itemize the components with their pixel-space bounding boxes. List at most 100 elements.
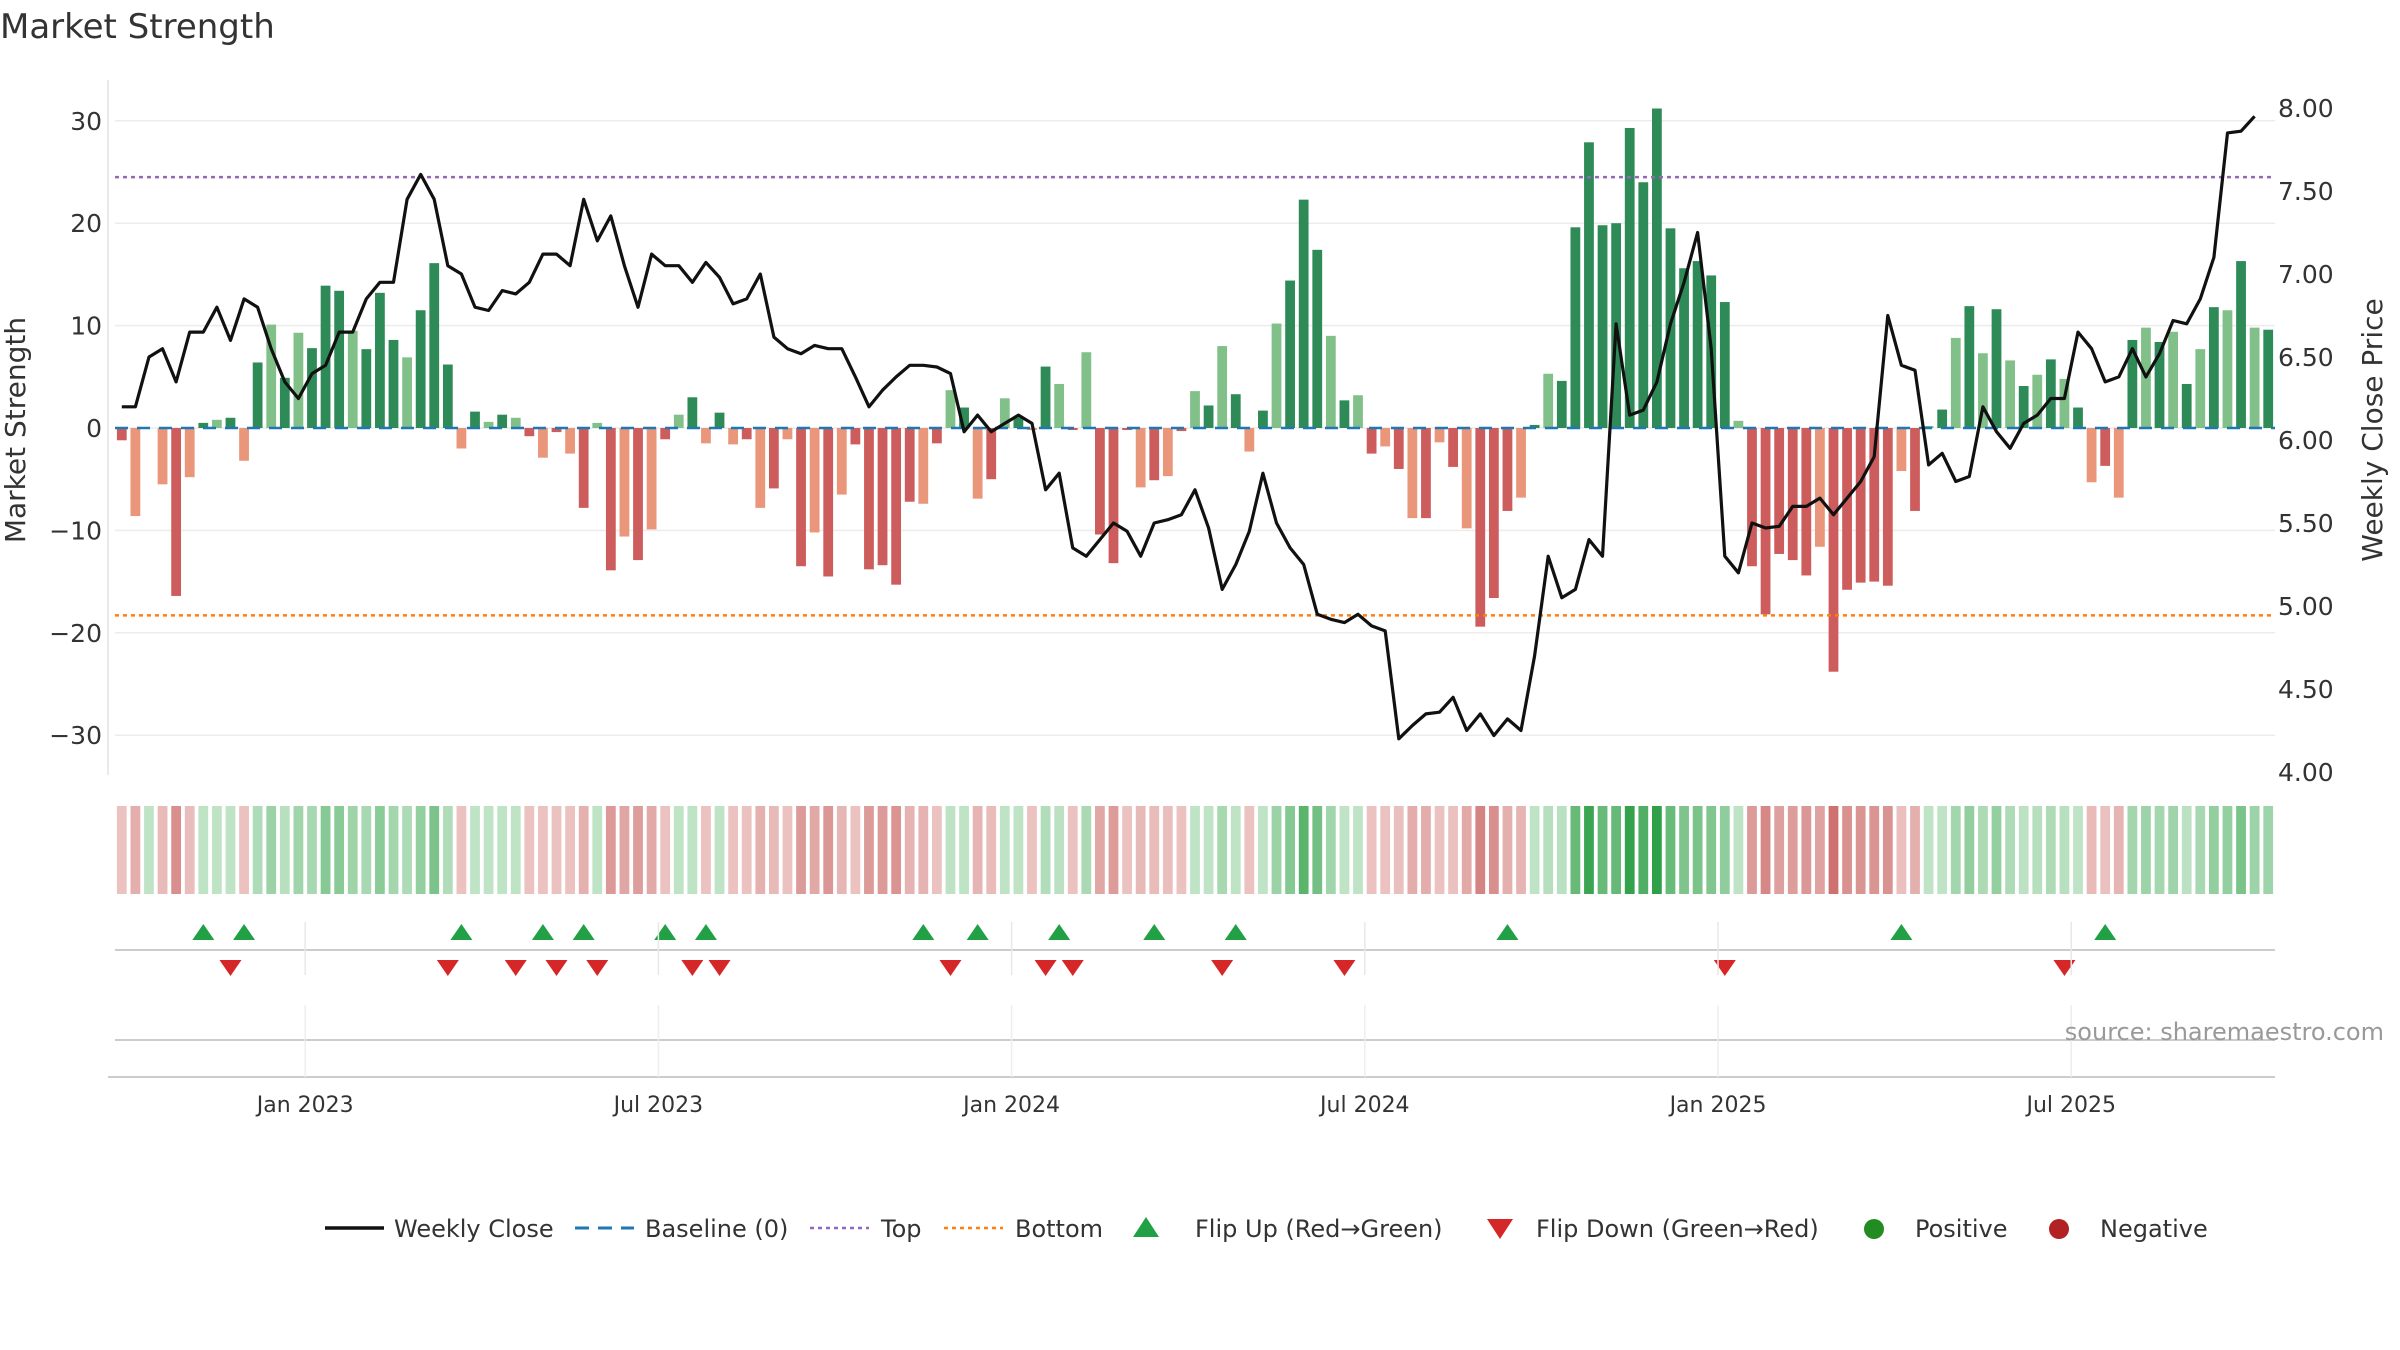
strength-bar <box>1747 428 1757 567</box>
heat-cell <box>782 806 793 894</box>
heat-cell <box>1339 806 1350 894</box>
strength-bar <box>823 428 834 577</box>
heat-cell <box>320 806 331 894</box>
heat-cell <box>1244 806 1255 894</box>
heat-cell <box>633 806 643 894</box>
heat-cell <box>1230 806 1241 894</box>
heat-cell <box>796 806 806 894</box>
flip-down-marker <box>545 960 568 976</box>
strength-bar <box>442 364 453 428</box>
strength-bar <box>415 310 426 428</box>
legend-top: Top <box>880 1215 922 1243</box>
heat-cell <box>836 806 847 894</box>
strength-bar <box>510 417 521 428</box>
strength-bar <box>2263 329 2274 428</box>
strength-bar <box>633 428 643 561</box>
heat-cell <box>2018 806 2029 894</box>
strength-bar <box>1882 428 1893 586</box>
strength-bar <box>673 414 684 428</box>
strength-bar <box>1842 428 1852 590</box>
bottom-panel <box>108 1039 2275 1078</box>
heat-cell <box>1692 806 1703 894</box>
flip-down-marker <box>2053 960 2076 976</box>
strength-bar <box>891 428 902 585</box>
heat-cell <box>592 806 603 894</box>
strength-bar <box>1624 127 1635 428</box>
heat-cell <box>646 806 657 894</box>
strength-bar <box>1013 417 1024 428</box>
strength-bar <box>2168 331 2179 428</box>
x-tick-label: Jul 2025 <box>2024 1093 2116 1118</box>
strength-bar <box>796 428 806 567</box>
strength-bar <box>714 412 725 428</box>
strength-bar <box>1176 428 1187 432</box>
y-tick-label: −20 <box>49 619 102 648</box>
strength-bar <box>157 428 168 485</box>
heat-cell <box>1910 806 1920 894</box>
flip-up-marker <box>1890 924 1913 940</box>
heat-cell <box>456 806 467 894</box>
heat-cell <box>904 806 915 894</box>
y2-tick-label: 4.50 <box>2278 675 2334 704</box>
heat-cell <box>687 806 698 894</box>
strength-bar <box>320 285 331 428</box>
strength-bar <box>1108 428 1119 564</box>
y2-tick-label: 6.00 <box>2278 426 2334 455</box>
flip-down-marker <box>219 960 242 976</box>
strength-bar <box>836 428 847 495</box>
strength-bar <box>1516 428 1526 498</box>
heat-cell <box>1801 806 1812 894</box>
x-axis-ticks: Jan 2023 Jul 2023 Jan 2024 Jul 2024 Jan 2025… <box>255 922 2116 1118</box>
strength-bar <box>2045 359 2056 428</box>
y-axis-label: Market Strength <box>0 317 32 543</box>
heat-cell <box>714 806 725 894</box>
heat-cell <box>1176 806 1187 894</box>
strength-bar <box>551 428 562 433</box>
strength-bar <box>1937 409 1948 428</box>
flip-down-marker <box>681 960 704 976</box>
heat-cell <box>945 806 956 894</box>
heat-cell <box>565 806 575 894</box>
heat-cell <box>1624 806 1635 894</box>
y2-axis-ticks: 8.00 7.50 7.00 6.50 6.00 5.50 5.00 4.50 4.00 <box>2278 94 2334 787</box>
heat-cell <box>2045 806 2056 894</box>
strength-bar <box>1719 302 1730 428</box>
heat-cell <box>1747 806 1757 894</box>
flip-down-marker <box>1211 960 1234 976</box>
heat-cell <box>157 806 168 894</box>
strength-bar <box>1896 428 1907 472</box>
y2-tick-label: 8.00 <box>2278 94 2334 123</box>
strength-bar <box>1244 428 1255 452</box>
strength-bar <box>1502 428 1513 511</box>
strength-bar <box>1978 353 1988 428</box>
heat-cell <box>578 806 589 894</box>
flip-up-marker <box>450 924 473 940</box>
heat-cell <box>1122 806 1132 894</box>
strength-bar <box>1556 380 1567 428</box>
heat-cell <box>171 806 182 894</box>
strength-bar <box>1543 373 1554 428</box>
strength-bar <box>578 428 589 508</box>
heat-cell <box>1733 806 1744 894</box>
strength-bar <box>1162 428 1173 477</box>
strength-bar <box>1950 337 1961 428</box>
heat-cell <box>877 806 888 894</box>
strength-bar <box>1230 394 1241 428</box>
heat-cell <box>2086 806 2097 894</box>
heat-cell <box>918 806 929 894</box>
strength-bar <box>252 362 263 428</box>
heat-cell <box>334 806 345 894</box>
strength-bar <box>239 428 249 461</box>
strength-bar <box>1760 428 1771 615</box>
heat-cell <box>1312 806 1323 894</box>
heat-cell <box>497 806 508 894</box>
heat-cell <box>1095 806 1105 894</box>
flip-up-marker <box>912 924 935 940</box>
legend-negative: Negative <box>2100 1215 2208 1243</box>
strength-bar <box>959 407 969 428</box>
heat-cell <box>1937 806 1948 894</box>
heat-cell <box>1285 806 1295 894</box>
strength-bar <box>470 411 480 428</box>
strength-bar <box>1258 410 1268 428</box>
strength-bar <box>2032 374 2043 428</box>
